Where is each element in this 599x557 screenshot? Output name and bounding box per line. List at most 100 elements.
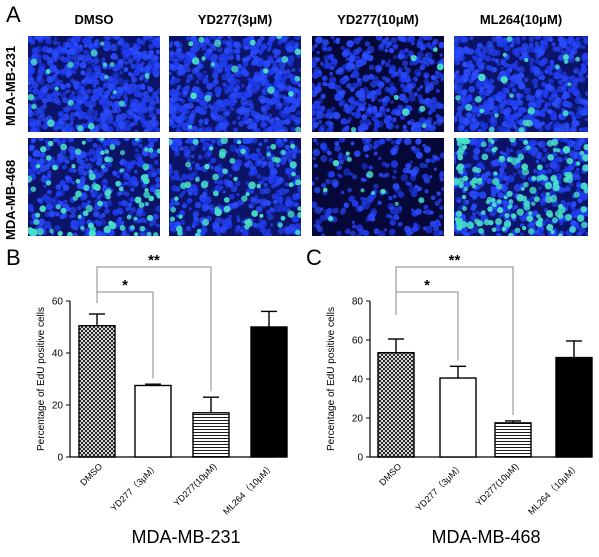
nucleus-dapi (359, 128, 365, 132)
nucleus-dapi (121, 199, 127, 206)
nucleus-dapi (277, 40, 282, 45)
nucleus-dapi (375, 64, 383, 72)
nucleus-dapi (503, 62, 509, 68)
nucleus-dapi (65, 70, 72, 78)
nucleus-dapi (155, 176, 160, 183)
nucleus-dapi (565, 230, 571, 236)
nucleus-dapi (269, 169, 275, 175)
nucleus-dapi (338, 152, 344, 158)
nucleus-edu (550, 229, 555, 235)
nucleus-dapi (555, 173, 563, 181)
nucleus-dapi (463, 77, 469, 83)
nucleus-edu (496, 183, 503, 190)
nucleus-dapi (575, 111, 583, 119)
nucleus-dapi (73, 102, 81, 110)
nucleus-dapi (467, 60, 473, 66)
nucleus-dapi (361, 114, 368, 120)
nucleus-edu (99, 138, 105, 142)
nucleus-edu (582, 154, 588, 162)
nucleus-edu (180, 182, 187, 190)
nucleus-dapi (170, 63, 176, 70)
nucleus-edu (99, 41, 105, 46)
nucleus-dapi (101, 123, 109, 131)
nucleus-dapi (571, 140, 576, 145)
nucleus-dapi (101, 212, 106, 218)
nucleus-dapi (150, 54, 158, 62)
nucleus-dapi (214, 86, 222, 95)
nucleus-edu (288, 182, 294, 188)
nucleus-edu (119, 150, 126, 156)
nucleus-edu (49, 228, 54, 234)
nucleus-dapi (377, 200, 382, 205)
nucleus-dapi (294, 36, 301, 41)
nucleus-dapi (83, 93, 90, 100)
nucleus-edu (74, 148, 82, 155)
nucleus-dapi (427, 110, 433, 116)
nucleus-dapi (52, 90, 60, 98)
nucleus-edu (563, 54, 569, 60)
nucleus-dapi (571, 115, 577, 121)
nucleus-dapi (181, 173, 188, 180)
nucleus-dapi (284, 182, 289, 187)
nucleus-edu (455, 210, 463, 217)
nucleus-dapi (233, 41, 241, 48)
nucleus-dapi (421, 56, 430, 65)
nucleus-dapi (54, 195, 58, 200)
nucleus-dapi (413, 92, 418, 97)
panel-c-letter: C (306, 245, 322, 270)
nucleus-dapi (521, 36, 526, 41)
nucleus-edu (45, 180, 52, 186)
nucleus-dapi (533, 66, 541, 74)
nucleus-dapi (72, 80, 80, 88)
nucleus-dapi (343, 202, 350, 208)
nucleus-dapi (361, 138, 366, 141)
nucleus-dapi (507, 174, 515, 183)
nucleus-edu (214, 206, 220, 212)
nucleus-dapi (275, 74, 283, 82)
nucleus-dapi (343, 103, 349, 109)
nucleus-dapi (275, 140, 281, 146)
nucleus-dapi (53, 36, 58, 41)
nucleus-edu (28, 227, 34, 235)
nucleus-dapi (479, 191, 487, 199)
nucleus-dapi (325, 178, 331, 185)
x-tick-label: ML264（10μM） (526, 461, 581, 516)
nucleus-dapi (170, 101, 176, 107)
nucleus-dapi (413, 223, 421, 231)
nucleus-dapi (340, 190, 345, 195)
nucleus-dapi (69, 206, 77, 214)
nucleus-dapi (204, 38, 210, 44)
nucleus-dapi (235, 92, 243, 99)
nucleus-dapi (339, 77, 347, 85)
nucleus-dapi (61, 127, 68, 132)
nucleus-edu (287, 210, 295, 218)
nucleus-dapi (29, 128, 33, 132)
significance-bracket (96, 266, 212, 392)
nucleus-dapi (438, 41, 444, 49)
nucleus-dapi (505, 181, 509, 186)
nucleus-edu (93, 184, 101, 191)
nucleus-dapi (479, 105, 484, 110)
nucleus-dapi (196, 46, 201, 51)
nucleus-dapi (102, 184, 107, 188)
nucleus-dapi (109, 116, 114, 121)
nucleus-dapi (63, 199, 68, 204)
nucleus-dapi (575, 151, 579, 155)
nucleus-dapi (65, 109, 69, 114)
nucleus-dapi (271, 193, 278, 200)
nucleus-dapi (327, 81, 336, 90)
nucleus-dapi (388, 195, 393, 201)
nucleus-dapi (531, 49, 536, 53)
nucleus-dapi (71, 69, 77, 75)
nucleus-dapi (59, 148, 67, 156)
nucleus-dapi (565, 46, 573, 53)
nucleus-dapi (401, 85, 410, 93)
nucleus-dapi (275, 162, 281, 168)
nucleus-edu (463, 186, 468, 192)
nucleus-dapi (104, 101, 109, 106)
nucleus-dapi (269, 117, 275, 123)
nucleus-edu (143, 191, 150, 199)
nucleus-dapi (69, 155, 75, 161)
nucleus-dapi (467, 64, 475, 72)
nucleus-dapi (223, 48, 229, 54)
